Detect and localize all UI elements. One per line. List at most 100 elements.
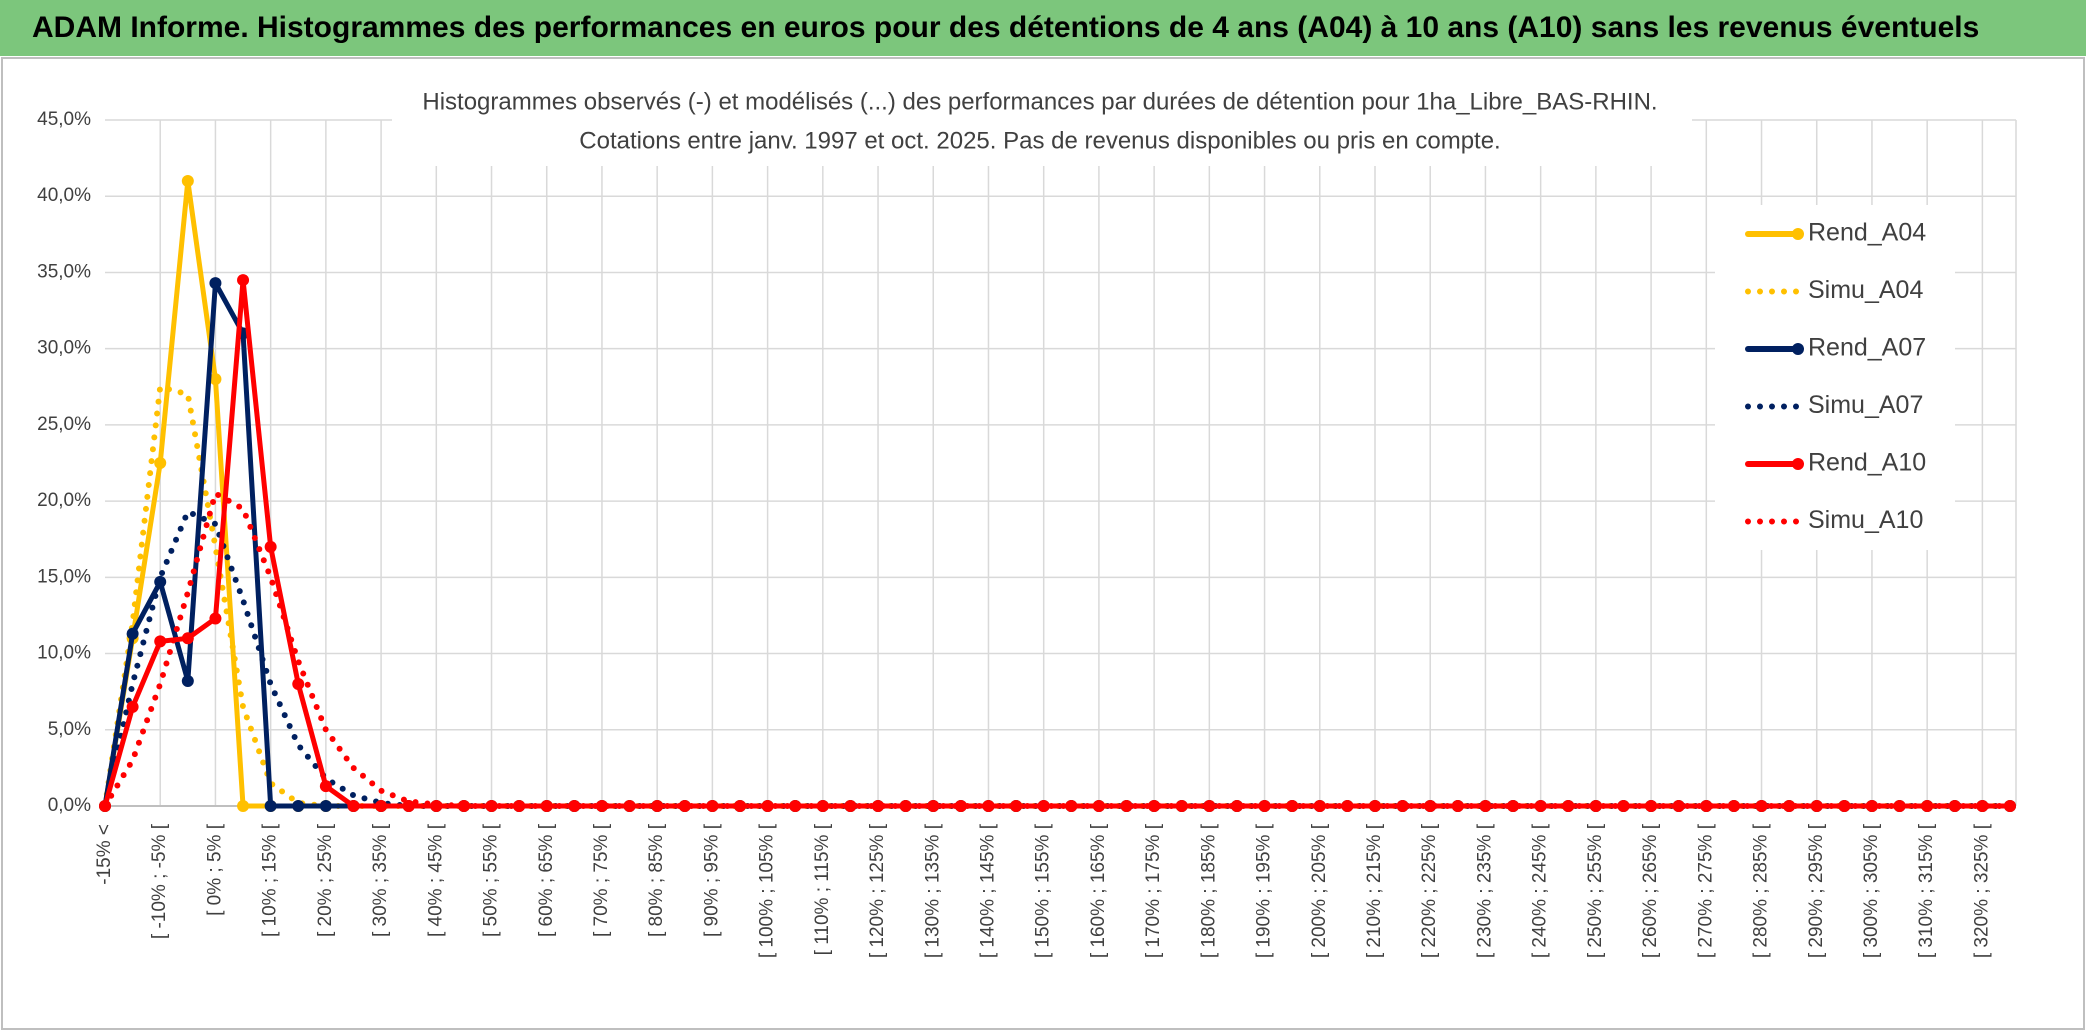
data-point	[264, 540, 277, 553]
data-point	[1948, 800, 1961, 812]
data-point	[1424, 800, 1437, 812]
x-tick-label: [ 230% ; 235% [	[1474, 823, 1495, 958]
data-point	[1893, 800, 1906, 812]
data-point	[181, 174, 194, 187]
x-tick-label: [ 200% ; 205% [	[1309, 823, 1330, 958]
y-tick-label: 10,0%	[37, 643, 91, 664]
title-bar	[0, 0, 2086, 56]
data-point	[292, 678, 305, 691]
y-tick-label: 30,0%	[37, 338, 91, 359]
data-point	[402, 800, 415, 812]
legend-label: Simu_A10	[1808, 506, 1923, 534]
x-tick-label: [ 160% ; 165% [	[1088, 823, 1109, 958]
series-line	[102, 277, 2013, 809]
x-tick-label: [ 240% ; 245% [	[1530, 823, 1551, 958]
legend-marker	[1792, 458, 1804, 470]
chart-border	[1, 57, 2085, 1030]
legend-label: Rend_A07	[1808, 334, 1926, 362]
x-tick-label: [ 60% ; 65% [	[536, 823, 557, 937]
legend-marker	[1792, 228, 1804, 240]
series-line	[102, 508, 2013, 809]
data-point	[1672, 800, 1685, 812]
y-tick-label: 25,0%	[37, 414, 91, 435]
data-point	[1396, 800, 1409, 812]
data-point	[126, 627, 139, 640]
data-point	[1976, 800, 1989, 812]
legend-label: Rend_A10	[1808, 449, 1926, 477]
data-point	[485, 800, 498, 812]
x-tick-label: [ 100% ; 105% [	[757, 823, 778, 958]
x-tick-label: [ 30% ; 35% [	[370, 823, 391, 937]
data-point	[844, 800, 857, 812]
x-tick-label: [ 310% ; 315% [	[1916, 823, 1937, 958]
x-tick-label: [ 10% ; 15% [	[260, 823, 281, 937]
y-tick-label: 0,0%	[48, 795, 91, 816]
x-tick-label: [ 0% ; 5% [	[204, 823, 225, 916]
chart-subtitle: Cotations entre janv. 1997 et oct. 2025.…	[579, 127, 1500, 154]
data-point	[1120, 800, 1133, 812]
data-point	[375, 800, 388, 812]
y-tick-label: 40,0%	[37, 185, 91, 206]
x-tick-label: [ -10% ; -5% [	[149, 823, 170, 939]
data-point	[1037, 800, 1050, 812]
data-point	[209, 612, 222, 625]
legend-label: Simu_A07	[1808, 391, 1923, 419]
data-point	[126, 700, 139, 713]
x-tick-label: [ 70% ; 75% [	[591, 823, 612, 937]
x-tick-label: [ 40% ; 45% [	[425, 823, 446, 937]
plot	[99, 174, 2016, 812]
x-tick-label: [ 220% ; 225% [	[1419, 823, 1440, 958]
y-tick-label: 35,0%	[37, 261, 91, 282]
data-point	[1617, 800, 1630, 812]
data-point	[1865, 800, 1878, 812]
x-tick-label: [ 180% ; 185% [	[1198, 823, 1219, 958]
x-tick-label: [ 130% ; 135% [	[922, 823, 943, 958]
legend: Rend_A04 Simu_A04 Rend_A07 Simu_A07 Rend_A10…	[1745, 219, 1926, 534]
chart-title: ADAM Informe. Histogrammes des performan…	[32, 11, 1979, 44]
data-point	[513, 800, 526, 812]
data-point	[209, 277, 222, 290]
x-tick-label: [ 260% ; 265% [	[1640, 823, 1661, 958]
data-point	[789, 800, 802, 812]
data-point	[319, 800, 332, 812]
data-point	[2004, 800, 2016, 812]
data-point	[761, 800, 774, 812]
x-tick-label: [ 280% ; 285% [	[1751, 823, 1772, 958]
x-tick-label: [ 270% ; 275% [	[1695, 823, 1716, 958]
y-tick-label: 45,0%	[37, 109, 91, 130]
data-point	[872, 800, 885, 812]
data-point	[319, 780, 332, 793]
data-point	[237, 274, 250, 287]
data-point	[209, 373, 222, 386]
data-point	[154, 457, 167, 469]
data-point	[264, 800, 277, 812]
x-tick-label: [ 290% ; 295% [	[1806, 823, 1827, 958]
chart-subtitle: Histogrammes observés (-) et modélisés (…	[422, 88, 1657, 115]
x-tick-label: [ 20% ; 25% [	[315, 823, 336, 937]
x-tick-label: [ 110% ; 115% [	[812, 823, 833, 955]
legend-bg	[1715, 205, 1955, 550]
data-point	[237, 800, 250, 812]
data-point	[1148, 800, 1161, 812]
x-tick-label: [ 90% ; 95% [	[701, 823, 722, 937]
data-point	[954, 800, 967, 812]
subtitle-bg	[392, 84, 1692, 166]
y-tick-label: 15,0%	[37, 566, 91, 587]
data-point	[347, 800, 360, 812]
x-tick-label: -15% <	[94, 824, 115, 885]
legend-marker	[1792, 343, 1804, 355]
data-point	[1589, 800, 1602, 812]
x-tick-label: [ 320% ; 325% [	[1971, 823, 1992, 958]
data-point	[1230, 800, 1243, 812]
data-point	[595, 800, 608, 812]
x-tick-label: [ 80% ; 85% [	[646, 823, 667, 937]
data-point	[181, 632, 194, 645]
legend-label: Simu_A04	[1808, 276, 1923, 304]
x-tick-label: [ 170% ; 175% [	[1143, 823, 1164, 958]
x-tick-label: [ 210% ; 215% [	[1364, 823, 1385, 958]
data-point	[292, 800, 305, 812]
x-tick-label: [ 140% ; 145% [	[977, 823, 998, 958]
data-point	[1313, 800, 1326, 812]
x-tick-label: [ 120% ; 125% [	[867, 823, 888, 958]
